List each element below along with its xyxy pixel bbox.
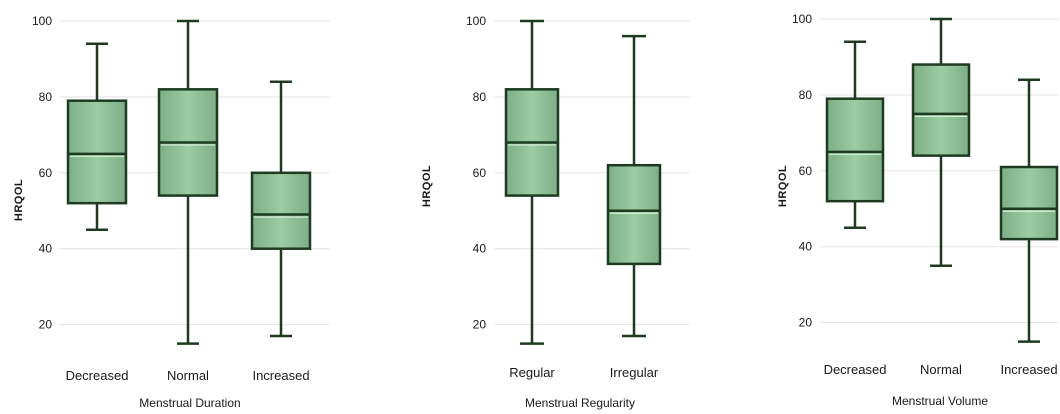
- x-category-label: Increased: [1000, 362, 1057, 377]
- x-category-label: Decreased: [824, 362, 887, 377]
- y-tick-label: 60: [39, 166, 53, 180]
- y-axis-title: HRQOL: [13, 179, 25, 221]
- x-axis-title: Menstrual Duration: [139, 396, 240, 410]
- x-category-label: Regular: [509, 365, 555, 380]
- y-tick-label: 100: [792, 12, 812, 26]
- box-iqr: [66, 99, 128, 205]
- x-category-label: Normal: [167, 368, 209, 383]
- box-iqr: [911, 63, 971, 157]
- y-tick-label: 80: [799, 88, 813, 102]
- x-category-label: Normal: [920, 362, 962, 377]
- y-tick-label: 100: [466, 14, 486, 28]
- y-tick-label: 80: [473, 90, 487, 104]
- chart-panel-menstrual-regularity: HRQOL Menstrual Regularity 20 40 60 80 100 Re…: [421, 14, 690, 410]
- x-category-label: Increased: [252, 368, 309, 383]
- x-category-label: Irregular: [610, 365, 659, 380]
- y-tick-label: 40: [39, 242, 53, 256]
- box-iqr: [999, 165, 1059, 241]
- y-tick-label: 60: [799, 164, 813, 178]
- chart-panel-menstrual-volume: HRQOL Menstrual Volume 20 40 60 80 100 Decrea…: [777, 12, 1059, 408]
- y-tick-label: 40: [473, 242, 487, 256]
- box-iqr: [606, 163, 662, 266]
- box-iqr: [250, 171, 312, 250]
- y-tick-label: 100: [32, 14, 52, 28]
- y-tick-label: 60: [473, 166, 487, 180]
- y-axis-title: HRQOL: [421, 165, 433, 207]
- y-axis-title: HRQOL: [777, 165, 789, 207]
- y-tick-label: 20: [473, 318, 487, 332]
- x-axis-title: Menstrual Volume: [892, 394, 988, 408]
- y-tick-label: 40: [799, 240, 813, 254]
- y-tick-label: 20: [799, 316, 813, 330]
- chart-panel-menstrual-duration: HRQOL Menstrual Duration 20 40 60 80 100 Decr…: [13, 14, 330, 410]
- y-tick-label: 20: [39, 318, 53, 332]
- box-iqr: [825, 97, 885, 203]
- x-category-label: Decreased: [66, 368, 129, 383]
- x-axis-title: Menstrual Regularity: [525, 396, 635, 410]
- y-tick-label: 80: [39, 90, 53, 104]
